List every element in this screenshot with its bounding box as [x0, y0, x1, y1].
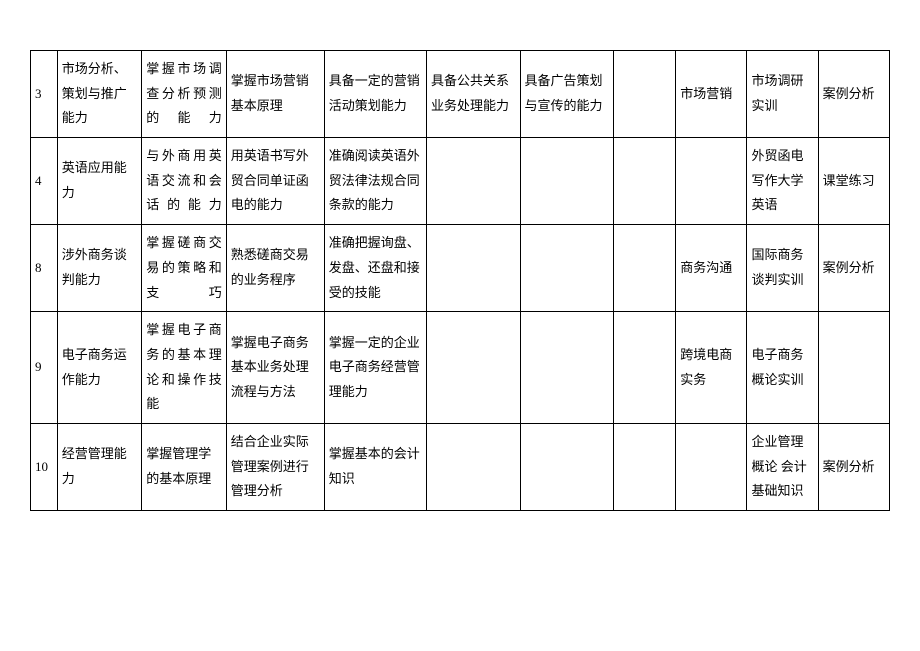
cell-skill2: 熟悉磋商交易的业务程序	[226, 225, 324, 312]
cell-blank	[613, 138, 675, 225]
cell-course1: 跨境电商实务	[676, 312, 747, 424]
cell-skill3: 准确把握询盘、发盘、还盘和接受的技能	[324, 225, 426, 312]
cell-method: 案例分析	[818, 423, 889, 510]
cell-skill2: 掌握市场营销基本原理	[226, 51, 324, 138]
cell-skill1: 掌握管理学的基本原理	[142, 423, 227, 510]
cell-method	[818, 312, 889, 424]
cell-blank	[613, 225, 675, 312]
cell-skill1: 掌握市场调查分析预测的能力	[142, 51, 227, 138]
cell-skill1: 掌握磋商交易的策略和支巧	[142, 225, 227, 312]
cell-skill1: 掌握电子商务的基本理论和操作技能	[142, 312, 227, 424]
table-row: 4 英语应用能力 与外商用英语交流和会话的能力 用英语书写外贸合同单证函电的能力…	[31, 138, 890, 225]
cell-skill5	[520, 423, 613, 510]
cell-skill4	[427, 312, 520, 424]
cell-ability: 涉外商务谈判能力	[57, 225, 142, 312]
cell-blank	[613, 423, 675, 510]
cell-ability: 经营管理能力	[57, 423, 142, 510]
table-body: 3 市场分析、策划与推广能力 掌握市场调查分析预测的能力 掌握市场营销基本原理 …	[31, 51, 890, 511]
cell-method: 课堂练习	[818, 138, 889, 225]
cell-course1	[676, 138, 747, 225]
cell-course2: 国际商务谈判实训	[747, 225, 818, 312]
table-row: 3 市场分析、策划与推广能力 掌握市场调查分析预测的能力 掌握市场营销基本原理 …	[31, 51, 890, 138]
cell-course2: 企业管理概论 会计基础知识	[747, 423, 818, 510]
cell-skill4: 具备公共关系业务处理能力	[427, 51, 520, 138]
cell-skill2: 结合企业实际管理案例进行管理分析	[226, 423, 324, 510]
cell-course1	[676, 423, 747, 510]
cell-course1: 市场营销	[676, 51, 747, 138]
table-row: 9 电子商务运作能力 掌握电子商务的基本理论和操作技能 掌握电子商务基本业务处理…	[31, 312, 890, 424]
cell-course2: 市场调研实训	[747, 51, 818, 138]
cell-skill2: 用英语书写外贸合同单证函电的能力	[226, 138, 324, 225]
cell-skill3: 具备一定的营销活动策划能力	[324, 51, 426, 138]
table-row: 10 经营管理能力 掌握管理学的基本原理 结合企业实际管理案例进行管理分析 掌握…	[31, 423, 890, 510]
cell-course1: 商务沟通	[676, 225, 747, 312]
cell-skill3: 掌握一定的企业电子商务经营管理能力	[324, 312, 426, 424]
cell-skill4	[427, 138, 520, 225]
cell-index: 4	[31, 138, 58, 225]
cell-skill4	[427, 225, 520, 312]
cell-index: 10	[31, 423, 58, 510]
cell-ability: 市场分析、策划与推广能力	[57, 51, 142, 138]
cell-skill5: 具备广告策划与宣传的能力	[520, 51, 613, 138]
table-row: 8 涉外商务谈判能力 掌握磋商交易的策略和支巧 熟悉磋商交易的业务程序 准确把握…	[31, 225, 890, 312]
cell-method: 案例分析	[818, 225, 889, 312]
cell-course2: 外贸函电写作大学英语	[747, 138, 818, 225]
data-table: 3 市场分析、策划与推广能力 掌握市场调查分析预测的能力 掌握市场营销基本原理 …	[30, 50, 890, 511]
cell-skill1: 与外商用英语交流和会话的能力	[142, 138, 227, 225]
cell-index: 3	[31, 51, 58, 138]
cell-skill2: 掌握电子商务基本业务处理流程与方法	[226, 312, 324, 424]
cell-skill5	[520, 312, 613, 424]
cell-blank	[613, 51, 675, 138]
cell-skill3: 掌握基本的会计知识	[324, 423, 426, 510]
cell-skill5	[520, 225, 613, 312]
cell-index: 9	[31, 312, 58, 424]
cell-skill3: 准确阅读英语外贸法律法规合同条款的能力	[324, 138, 426, 225]
cell-blank	[613, 312, 675, 424]
cell-skill4	[427, 423, 520, 510]
cell-ability: 英语应用能力	[57, 138, 142, 225]
cell-ability: 电子商务运作能力	[57, 312, 142, 424]
cell-index: 8	[31, 225, 58, 312]
cell-course2: 电子商务概论实训	[747, 312, 818, 424]
cell-method: 案例分析	[818, 51, 889, 138]
cell-skill5	[520, 138, 613, 225]
